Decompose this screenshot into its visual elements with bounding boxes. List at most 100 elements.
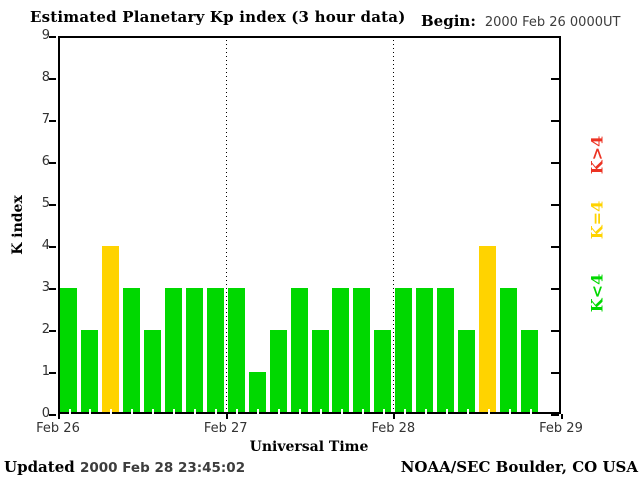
kp-bar [143,330,161,414]
x-day-label: Feb 29 [539,421,583,436]
y-tick-label: 0 [41,406,50,421]
x-minor-tick [424,409,427,414]
y-tick-label: 2 [41,322,50,337]
kp-bar [101,246,119,414]
y-tick-mark-right [551,246,559,248]
kp-bar [227,288,245,414]
y-tick-label: 6 [41,154,50,169]
x-minor-tick [68,409,71,414]
kp-bar [122,288,140,414]
y-tick-mark-right [551,120,559,122]
x-minor-tick [110,409,113,414]
kp-bar [458,330,476,414]
y-tick-label: 7 [41,112,50,127]
kp-bar [332,288,350,414]
begin-value: 2000 Feb 26 0000UT [484,15,621,30]
updated-line: Updated 2000 Feb 28 23:45:02 [4,458,245,476]
legend-item-low: K<4 [587,273,607,313]
kp-bar [416,288,434,414]
x-minor-tick [382,409,385,414]
x-day-label: Feb 26 [36,421,80,436]
kp-bar [290,288,308,414]
y-tick-mark-left [49,204,56,206]
kp-bar [80,330,98,414]
x-minor-tick [487,409,490,414]
kp-bar [269,330,287,414]
y-tick-label: 3 [41,280,50,295]
kp-bar [185,288,203,414]
kp-bar [395,288,413,414]
y-tick-mark-left [49,78,56,80]
day-gridline [225,36,227,414]
updated-value: 2000 Feb 28 23:45:02 [79,460,246,476]
x-minor-tick [152,409,155,414]
x-minor-tick [320,409,322,414]
y-tick-label: 5 [41,196,50,211]
x-minor-tick [89,409,92,414]
x-minor-tick [131,409,134,414]
y-tick-label: 4 [41,238,50,253]
y-tick-mark-right [551,78,559,80]
kp-bar [60,288,77,414]
x-day-tick [225,414,228,419]
x-day-tick [561,414,563,419]
x-minor-tick [278,409,281,414]
kp-bar [206,288,224,414]
legend-item-mid: K=4 [587,200,607,240]
y-tick-label: 8 [41,70,50,85]
x-minor-tick [445,409,448,414]
updated-label: Updated [4,458,75,476]
x-minor-tick [173,409,176,414]
x-minor-tick [299,409,301,414]
y-tick-mark-left [49,246,56,248]
begin-label: Begin: [421,12,476,30]
x-day-tick [393,414,396,419]
y-tick-mark-right [551,36,559,38]
chart-title: Estimated Planetary Kp index (3 hour dat… [30,8,406,26]
y-tick-mark-right [551,414,559,416]
x-minor-tick [215,409,218,414]
kp-bar [437,288,455,414]
y-tick-mark-left [49,120,56,122]
day-gridline [393,36,395,414]
plot-area [58,36,561,414]
kp-bar [479,246,497,414]
y-tick-mark-right [551,330,559,332]
y-tick-mark-left [49,414,56,416]
y-tick-mark-left [49,162,56,164]
y-axis-title: K index [10,195,26,255]
x-day-label: Feb 27 [203,421,248,436]
y-tick-mark-right [551,204,559,206]
x-day-label: Feb 28 [371,421,416,436]
y-tick-mark-left [49,330,56,332]
y-tick-label: 1 [41,364,50,379]
y-tick-mark-left [49,372,56,374]
kp-bar [311,330,329,414]
legend-item-high: K>4 [587,135,607,175]
y-tick-mark-right [551,372,559,374]
y-tick-mark-left [49,36,56,38]
x-minor-tick [236,409,239,414]
x-minor-tick [361,409,364,414]
x-minor-tick [403,409,406,414]
begin-time: Begin: 2000 Feb 26 0000UT [421,11,620,30]
y-tick-mark-right [551,288,559,290]
kp-bar [521,330,539,414]
kp-bar [248,372,266,414]
kp-bar [164,288,182,414]
x-day-tick [58,414,60,419]
x-minor-tick [257,409,260,414]
kp-bar [374,330,392,414]
x-minor-tick [194,409,197,414]
credit-text: NOAA/SEC Boulder, CO USA [400,458,638,476]
x-minor-tick [340,409,343,414]
x-axis-title: Universal Time [249,439,369,455]
x-minor-tick [529,409,532,414]
x-minor-tick [508,409,511,414]
y-tick-label: 9 [41,28,50,43]
x-minor-tick [466,409,469,414]
kp-bar [353,288,371,414]
kp-bar [500,288,518,414]
y-tick-mark-left [49,288,56,290]
